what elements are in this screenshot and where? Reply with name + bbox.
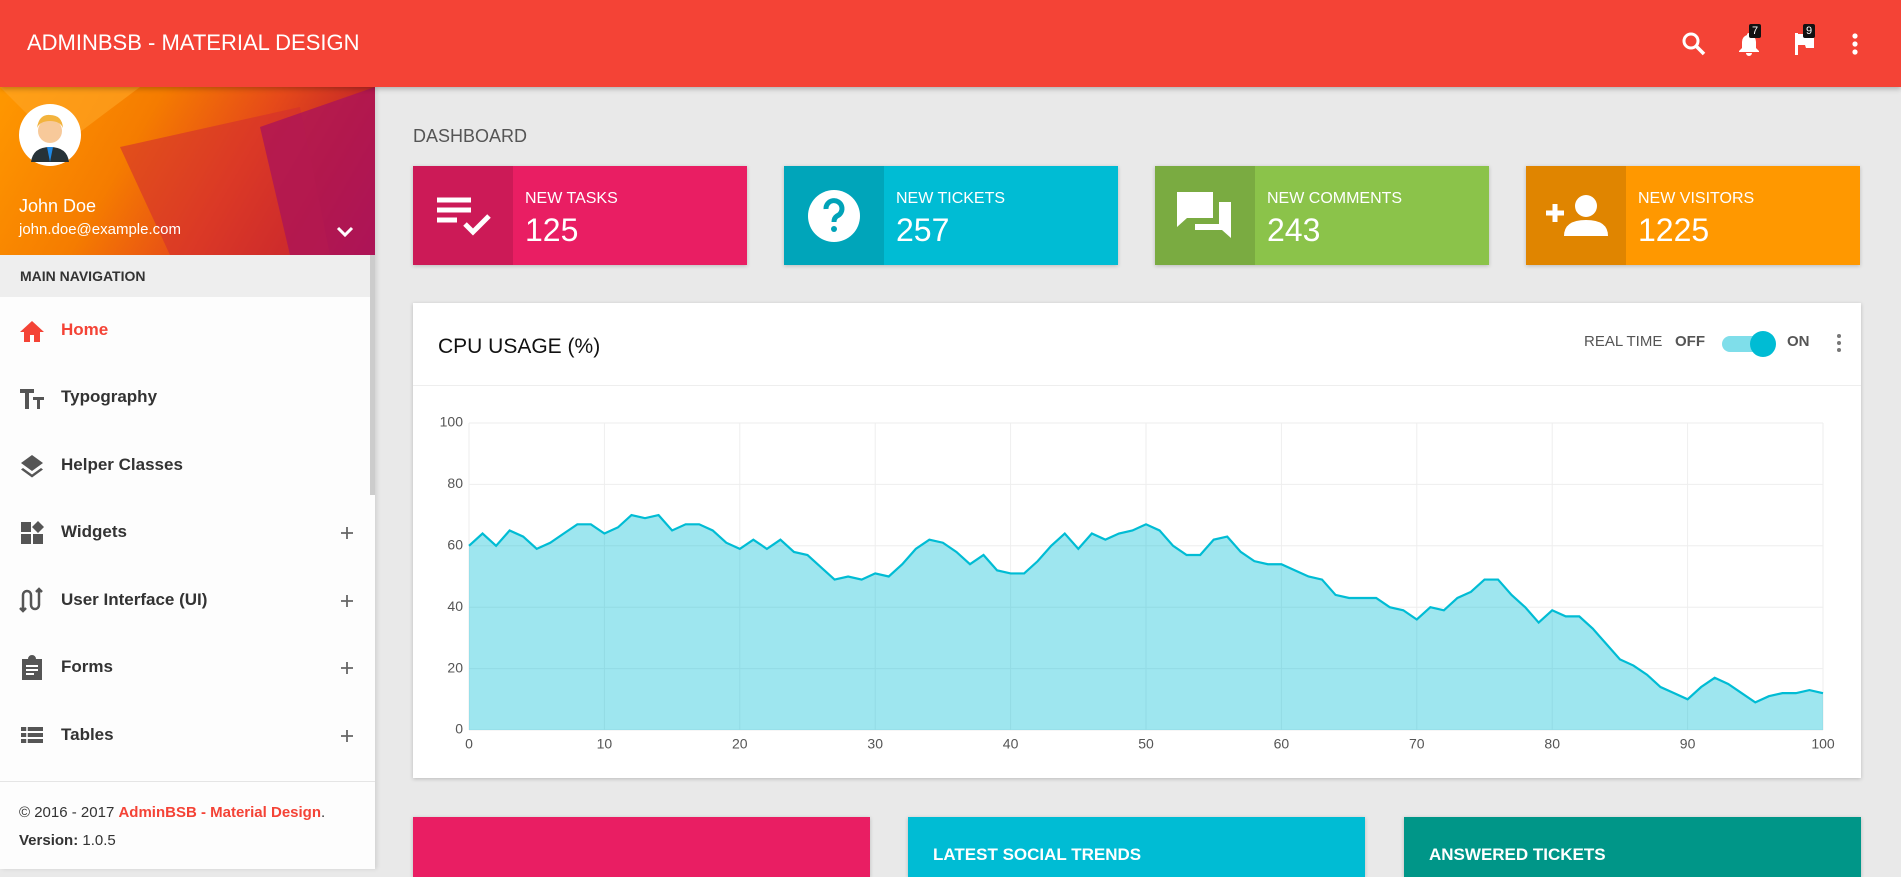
y-tick-label: 80	[447, 475, 463, 491]
y-tick-label: 40	[447, 598, 463, 614]
layers-icon	[21, 455, 43, 478]
info-box[interactable]: NEW TASKS 125	[413, 166, 747, 265]
period: .	[321, 804, 326, 821]
brand[interactable]: ADMINBSB - MATERIAL DESIGN	[27, 30, 360, 55]
copyright-text: © 2016 - 2017	[19, 804, 115, 821]
menu-item[interactable]: Typography	[61, 387, 158, 406]
realtime-toggle[interactable]	[1719, 328, 1781, 358]
page-title: DASHBOARD	[413, 126, 528, 146]
menu-item[interactable]: User Interface (UI)	[61, 590, 208, 609]
y-tick-label: 100	[440, 414, 464, 430]
info-value: 243	[1267, 212, 1321, 248]
info-label: NEW COMMENTS	[1267, 190, 1403, 207]
chart-title: CPU USAGE (%)	[438, 335, 601, 358]
info-icon-area	[413, 166, 513, 265]
comments-icon	[1177, 192, 1231, 238]
flag-icon[interactable]	[1790, 30, 1818, 58]
card-title: LATEST SOCIAL TRENDS	[933, 845, 1142, 864]
ui-icon	[19, 587, 43, 613]
info-label: NEW TICKETS	[896, 190, 1006, 207]
visitors-icon	[1546, 195, 1608, 236]
info-value: 125	[525, 212, 579, 248]
top-bar: ADMINBSB - MATERIAL DESIGN 7 9	[0, 0, 1901, 87]
menu-item[interactable]: Home	[61, 320, 109, 339]
y-tick-label: 20	[447, 659, 463, 675]
info-box[interactable]: NEW VISITORS 1225	[1526, 166, 1860, 265]
info-label: NEW TASKS	[525, 190, 618, 207]
menu-item[interactable]: Helper Classes	[61, 455, 183, 474]
x-tick-label: 20	[732, 736, 748, 752]
x-tick-label: 70	[1409, 736, 1425, 752]
menu-item[interactable]: Widgets	[61, 522, 127, 541]
more-icon[interactable]	[1845, 30, 1865, 58]
info-sparkline-area	[1024, 166, 1118, 265]
footer-divider	[0, 781, 375, 782]
user-info: John Doe john.doe@example.com	[0, 87, 375, 255]
user-name: John Doe	[19, 196, 97, 216]
version-number: 1.0.5	[82, 832, 116, 849]
tickets-card: ANSWERED TICKETS	[1404, 817, 1861, 877]
badge: 9	[1803, 24, 1816, 38]
social-card: LATEST SOCIAL TRENDS	[908, 817, 1365, 877]
y-tick-label: 0	[455, 721, 463, 737]
x-tick-label: 30	[867, 736, 883, 752]
typography-icon	[20, 389, 44, 409]
info-value: 257	[896, 212, 950, 248]
x-tick-label: 0	[465, 736, 473, 752]
avatar[interactable]	[19, 104, 81, 166]
tables-icon	[21, 727, 43, 743]
card-title: ANSWERED TICKETS	[1429, 845, 1606, 864]
sidebar: John Doe john.doe@example.com MAIN NAVIG…	[0, 87, 375, 869]
brand-link[interactable]: AdminBSB - Material Design	[118, 804, 321, 821]
y-tick-label: 60	[447, 537, 463, 553]
scrollbar[interactable]	[370, 255, 375, 495]
expand-icons	[341, 527, 353, 742]
chart: 0 20 40 60 80 100 0 10 20 30 40 50 60 70 80 90 100	[440, 414, 1835, 752]
badge: 7	[1749, 24, 1762, 38]
switch-off: OFF	[1675, 333, 1705, 350]
card-divider	[413, 385, 1861, 386]
info-label: NEW VISITORS	[1638, 190, 1755, 207]
x-tick-label: 80	[1544, 736, 1560, 752]
home-icon	[20, 321, 44, 342]
bell-icon[interactable]	[1735, 30, 1763, 58]
nav-heading-text: MAIN NAVIGATION	[20, 268, 146, 284]
x-tick-label: 40	[1003, 736, 1019, 752]
info-icon-area	[1526, 166, 1626, 265]
info-box[interactable]: NEW COMMENTS 243	[1155, 166, 1489, 265]
nav-heading: MAIN NAVIGATION	[0, 255, 375, 297]
menu-item[interactable]: Forms	[61, 657, 113, 676]
info-box[interactable]: NEW TICKETS 257	[784, 166, 1118, 265]
switch-on: ON	[1787, 333, 1810, 350]
card-menu[interactable]	[1833, 331, 1845, 355]
copyright: © 2016 - 2017 AdminBSB - Material Design…	[19, 804, 325, 821]
x-tick-label: 60	[1274, 736, 1290, 752]
tickets-icon	[808, 190, 860, 242]
x-tick-label: 50	[1138, 736, 1154, 752]
x-tick-label: 100	[1811, 736, 1835, 752]
search-icon[interactable]	[1680, 30, 1708, 58]
chart-card: CPU USAGE (%) REAL TIME OFF ON 0 20 40 60 80…	[413, 303, 1861, 778]
widgets-icon	[21, 521, 44, 544]
version: Version: 1.0.5	[19, 832, 116, 849]
x-tick-label: 90	[1680, 736, 1696, 752]
forms-icon	[22, 655, 42, 680]
area-line	[468, 513, 1824, 704]
user-email: john.doe@example.com	[19, 221, 181, 238]
x-tick-label: 10	[597, 736, 613, 752]
menu-item[interactable]: Tables	[61, 725, 114, 744]
info-icon-area	[1155, 166, 1255, 265]
sparkline-card	[413, 817, 870, 877]
info-value: 1225	[1638, 212, 1710, 248]
version-label: Version:	[19, 832, 79, 849]
switch-label: REAL TIME	[1584, 333, 1663, 350]
tasks-icon	[437, 197, 491, 236]
area-fill	[469, 515, 1823, 730]
info-icon-area	[784, 166, 884, 265]
user-menu-toggle[interactable]	[335, 225, 355, 239]
